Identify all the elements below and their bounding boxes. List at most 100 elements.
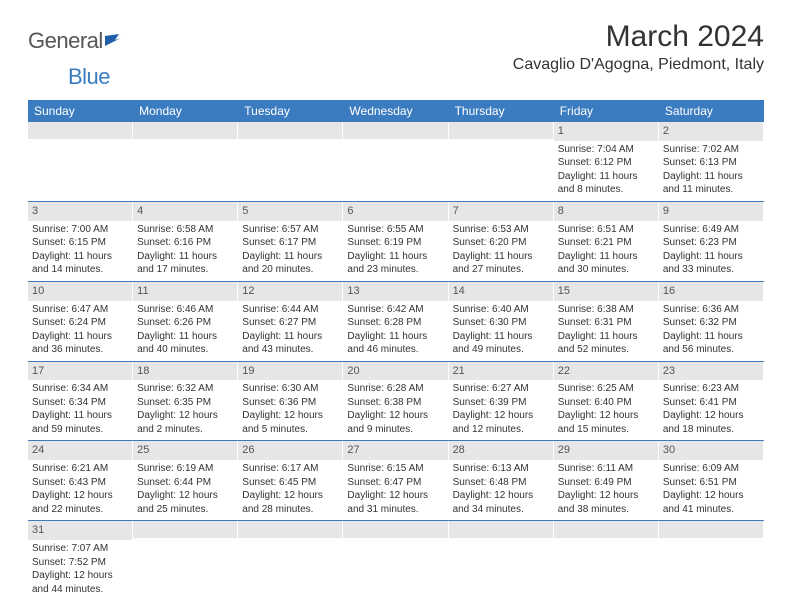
sunrise-text: Sunrise: 6:19 AM: [137, 462, 233, 476]
day-info: Sunrise: 6:23 AMSunset: 6:41 PMDaylight:…: [659, 380, 763, 440]
day-cell: 24Sunrise: 6:21 AMSunset: 6:43 PMDayligh…: [28, 441, 133, 520]
day-number: [133, 521, 237, 538]
daylight-text: Daylight: 11 hours and 56 minutes.: [663, 330, 759, 357]
sunrise-text: Sunrise: 6:34 AM: [32, 382, 128, 396]
day-info: Sunrise: 6:38 AMSunset: 6:31 PMDaylight:…: [554, 301, 658, 361]
page-title: March 2024: [513, 20, 764, 54]
day-info: Sunrise: 6:53 AMSunset: 6:20 PMDaylight:…: [449, 221, 553, 281]
day-number: 19: [238, 362, 342, 381]
sunrise-text: Sunrise: 6:47 AM: [32, 303, 128, 317]
empty-cell: [449, 521, 554, 600]
day-info: Sunrise: 6:13 AMSunset: 6:48 PMDaylight:…: [449, 460, 553, 520]
day-number: 24: [28, 441, 132, 460]
empty-cell: [238, 521, 343, 600]
day-cell: 3Sunrise: 7:00 AMSunset: 6:15 PMDaylight…: [28, 202, 133, 281]
sunrise-text: Sunrise: 6:46 AM: [137, 303, 233, 317]
daylight-text: Daylight: 11 hours and 43 minutes.: [242, 330, 338, 357]
sunset-text: Sunset: 6:26 PM: [137, 316, 233, 330]
day-number: [133, 122, 237, 139]
sunrise-text: Sunrise: 6:40 AM: [453, 303, 549, 317]
day-number: 13: [343, 282, 447, 301]
day-info: Sunrise: 6:19 AMSunset: 6:44 PMDaylight:…: [133, 460, 237, 520]
calendar: SundayMondayTuesdayWednesdayThursdayFrid…: [28, 100, 764, 600]
sunset-text: Sunset: 6:19 PM: [347, 236, 443, 250]
empty-cell: [133, 122, 238, 201]
sunset-text: Sunset: 6:24 PM: [32, 316, 128, 330]
day-number: 7: [449, 202, 553, 221]
day-number: 6: [343, 202, 447, 221]
empty-cell: [133, 521, 238, 600]
weekday-header: SundayMondayTuesdayWednesdayThursdayFrid…: [28, 100, 764, 122]
day-number: 3: [28, 202, 132, 221]
daylight-text: Daylight: 12 hours and 38 minutes.: [558, 489, 654, 516]
sunrise-text: Sunrise: 6:32 AM: [137, 382, 233, 396]
sunset-text: Sunset: 6:40 PM: [558, 396, 654, 410]
sunset-text: Sunset: 6:23 PM: [663, 236, 759, 250]
sunset-text: Sunset: 6:39 PM: [453, 396, 549, 410]
empty-cell: [343, 521, 448, 600]
day-info: Sunrise: 6:49 AMSunset: 6:23 PMDaylight:…: [659, 221, 763, 281]
logo-word1: General: [28, 28, 103, 53]
empty-cell: [28, 122, 133, 201]
day-cell: 9Sunrise: 6:49 AMSunset: 6:23 PMDaylight…: [659, 202, 764, 281]
sunrise-text: Sunrise: 6:36 AM: [663, 303, 759, 317]
sunset-text: Sunset: 6:34 PM: [32, 396, 128, 410]
day-cell: 25Sunrise: 6:19 AMSunset: 6:44 PMDayligh…: [133, 441, 238, 520]
day-info: Sunrise: 7:02 AMSunset: 6:13 PMDaylight:…: [659, 141, 763, 201]
week-row: 3Sunrise: 7:00 AMSunset: 6:15 PMDaylight…: [28, 202, 764, 282]
sunrise-text: Sunrise: 6:30 AM: [242, 382, 338, 396]
sunset-text: Sunset: 6:15 PM: [32, 236, 128, 250]
week-row: 10Sunrise: 6:47 AMSunset: 6:24 PMDayligh…: [28, 282, 764, 362]
day-info: Sunrise: 6:09 AMSunset: 6:51 PMDaylight:…: [659, 460, 763, 520]
day-cell: 21Sunrise: 6:27 AMSunset: 6:39 PMDayligh…: [449, 362, 554, 441]
day-number: 5: [238, 202, 342, 221]
sunrise-text: Sunrise: 6:57 AM: [242, 223, 338, 237]
day-number: 12: [238, 282, 342, 301]
day-cell: 17Sunrise: 6:34 AMSunset: 6:34 PMDayligh…: [28, 362, 133, 441]
sunset-text: Sunset: 6:31 PM: [558, 316, 654, 330]
day-number: 23: [659, 362, 763, 381]
day-number: [238, 122, 342, 139]
day-cell: 7Sunrise: 6:53 AMSunset: 6:20 PMDaylight…: [449, 202, 554, 281]
day-number: 11: [133, 282, 237, 301]
sunset-text: Sunset: 6:45 PM: [242, 476, 338, 490]
day-info: Sunrise: 6:47 AMSunset: 6:24 PMDaylight:…: [28, 301, 132, 361]
day-cell: 5Sunrise: 6:57 AMSunset: 6:17 PMDaylight…: [238, 202, 343, 281]
day-cell: 2Sunrise: 7:02 AMSunset: 6:13 PMDaylight…: [659, 122, 764, 201]
day-cell: 28Sunrise: 6:13 AMSunset: 6:48 PMDayligh…: [449, 441, 554, 520]
day-info: Sunrise: 6:28 AMSunset: 6:38 PMDaylight:…: [343, 380, 447, 440]
weekday-monday: Monday: [133, 100, 238, 122]
sunrise-text: Sunrise: 6:11 AM: [558, 462, 654, 476]
sunrise-text: Sunrise: 6:13 AM: [453, 462, 549, 476]
day-cell: 23Sunrise: 6:23 AMSunset: 6:41 PMDayligh…: [659, 362, 764, 441]
day-info: Sunrise: 6:55 AMSunset: 6:19 PMDaylight:…: [343, 221, 447, 281]
logo-word2: Blue: [68, 64, 110, 89]
weekday-thursday: Thursday: [449, 100, 554, 122]
day-info: Sunrise: 6:25 AMSunset: 6:40 PMDaylight:…: [554, 380, 658, 440]
day-number: [238, 521, 342, 538]
sunrise-text: Sunrise: 7:07 AM: [32, 542, 128, 556]
day-cell: 12Sunrise: 6:44 AMSunset: 6:27 PMDayligh…: [238, 282, 343, 361]
daylight-text: Daylight: 11 hours and 36 minutes.: [32, 330, 128, 357]
sunrise-text: Sunrise: 6:38 AM: [558, 303, 654, 317]
week-row: 24Sunrise: 6:21 AMSunset: 6:43 PMDayligh…: [28, 441, 764, 521]
day-number: 18: [133, 362, 237, 381]
day-info: Sunrise: 6:42 AMSunset: 6:28 PMDaylight:…: [343, 301, 447, 361]
daylight-text: Daylight: 12 hours and 22 minutes.: [32, 489, 128, 516]
sunrise-text: Sunrise: 6:51 AM: [558, 223, 654, 237]
day-info: Sunrise: 6:30 AMSunset: 6:36 PMDaylight:…: [238, 380, 342, 440]
day-info: Sunrise: 6:34 AMSunset: 6:34 PMDaylight:…: [28, 380, 132, 440]
location: Cavaglio D'Agogna, Piedmont, Italy: [513, 56, 764, 74]
daylight-text: Daylight: 12 hours and 2 minutes.: [137, 409, 233, 436]
day-cell: 16Sunrise: 6:36 AMSunset: 6:32 PMDayligh…: [659, 282, 764, 361]
sunset-text: Sunset: 6:48 PM: [453, 476, 549, 490]
day-cell: 11Sunrise: 6:46 AMSunset: 6:26 PMDayligh…: [133, 282, 238, 361]
week-row: 1Sunrise: 7:04 AMSunset: 6:12 PMDaylight…: [28, 122, 764, 202]
sunset-text: Sunset: 6:36 PM: [242, 396, 338, 410]
sunrise-text: Sunrise: 6:27 AM: [453, 382, 549, 396]
day-info: Sunrise: 7:07 AMSunset: 7:52 PMDaylight:…: [28, 540, 132, 600]
day-info: Sunrise: 6:58 AMSunset: 6:16 PMDaylight:…: [133, 221, 237, 281]
daylight-text: Daylight: 12 hours and 5 minutes.: [242, 409, 338, 436]
daylight-text: Daylight: 12 hours and 9 minutes.: [347, 409, 443, 436]
sunset-text: Sunset: 6:30 PM: [453, 316, 549, 330]
